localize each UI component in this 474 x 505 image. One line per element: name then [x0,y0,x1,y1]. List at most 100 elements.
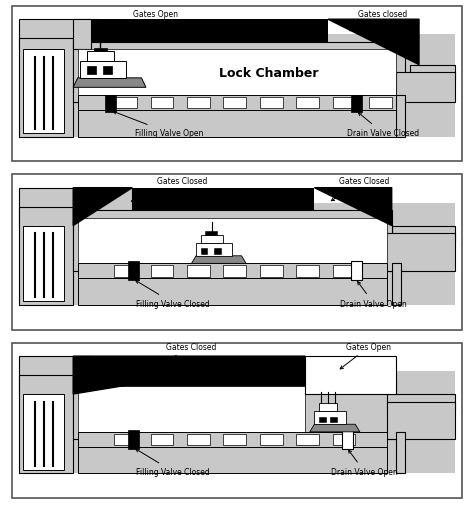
Polygon shape [73,188,132,226]
Text: Gates Closed: Gates Closed [131,176,208,202]
Text: Drain Valve Closed: Drain Valve Closed [346,113,419,138]
Bar [78,219,387,268]
Bar [369,97,392,109]
Bar [296,266,319,277]
Text: Drain Valve Open: Drain Valve Open [331,450,398,476]
Bar [23,50,64,133]
Bar [73,357,305,394]
Text: Filling Valve Closed: Filling Valve Closed [136,449,210,476]
Bar [18,188,132,226]
Bar [392,264,401,306]
Bar [223,266,246,277]
Bar [201,235,223,243]
Bar [78,50,396,99]
Bar [333,266,356,277]
Bar [305,357,396,394]
Bar [78,387,305,436]
Text: Gates Closed: Gates Closed [331,176,390,201]
Bar [132,188,314,211]
Bar [18,39,73,137]
Text: Lock Chamber: Lock Chamber [219,67,319,79]
Bar [87,67,96,75]
Bar [187,97,210,109]
Bar [296,97,319,109]
Polygon shape [328,20,419,66]
Bar [205,232,217,235]
Text: Filling Valve Closed: Filling Valve Closed [136,281,210,308]
Polygon shape [191,256,246,264]
Bar [114,97,137,109]
Polygon shape [310,424,360,432]
Bar [196,243,232,256]
Bar [410,66,456,81]
Text: Gates Open: Gates Open [113,10,178,34]
Bar [260,434,283,445]
Bar [103,67,112,75]
Bar [73,43,405,103]
Bar [351,262,362,281]
Text: Gates Closed: Gates Closed [158,342,217,366]
Bar [114,434,137,445]
Bar [78,271,387,306]
Bar [78,432,387,447]
Bar [396,95,405,137]
Bar [78,264,387,279]
Bar [105,95,117,113]
Bar [78,103,396,137]
Bar [319,417,326,423]
Bar [201,249,208,255]
Bar [114,266,137,277]
Bar [396,73,456,103]
Polygon shape [314,188,392,226]
Bar [187,434,210,445]
Text: Filling Valve Open: Filling Valve Open [113,112,203,138]
Bar [187,266,210,277]
Bar [296,434,319,445]
Bar [128,262,139,281]
Bar [128,430,139,449]
Bar [73,20,91,50]
Bar [342,430,353,449]
Bar [260,266,283,277]
Bar [18,20,100,50]
Bar [73,20,328,43]
Bar [392,226,456,241]
Bar [94,48,107,52]
Bar [260,97,283,109]
Text: Drain Valve Open: Drain Valve Open [340,282,407,308]
Bar [151,434,173,445]
Bar [330,417,337,423]
Bar [23,394,64,470]
Bar [396,432,405,474]
Polygon shape [73,357,305,394]
Bar [78,95,396,111]
Polygon shape [73,79,146,88]
Bar [23,226,64,301]
Bar [351,95,362,113]
Bar [223,97,246,109]
Bar [319,403,337,411]
Bar [383,234,456,271]
Bar [333,434,356,445]
Bar [73,379,396,439]
Bar [223,434,246,445]
Bar [18,204,456,306]
Bar [387,394,456,410]
Bar [387,402,456,439]
Bar [333,97,356,109]
Bar [214,249,221,255]
Bar [18,35,456,137]
Bar [78,439,387,474]
Bar [87,52,114,62]
Bar [18,357,91,394]
Bar [151,97,173,109]
Bar [73,211,392,271]
Bar [314,411,346,424]
Bar [18,372,456,474]
Text: Gates Open: Gates Open [340,342,392,369]
Bar [151,266,173,277]
Bar [80,62,126,79]
Text: Gates closed: Gates closed [350,10,407,32]
Bar [18,207,73,306]
Bar [18,375,73,474]
